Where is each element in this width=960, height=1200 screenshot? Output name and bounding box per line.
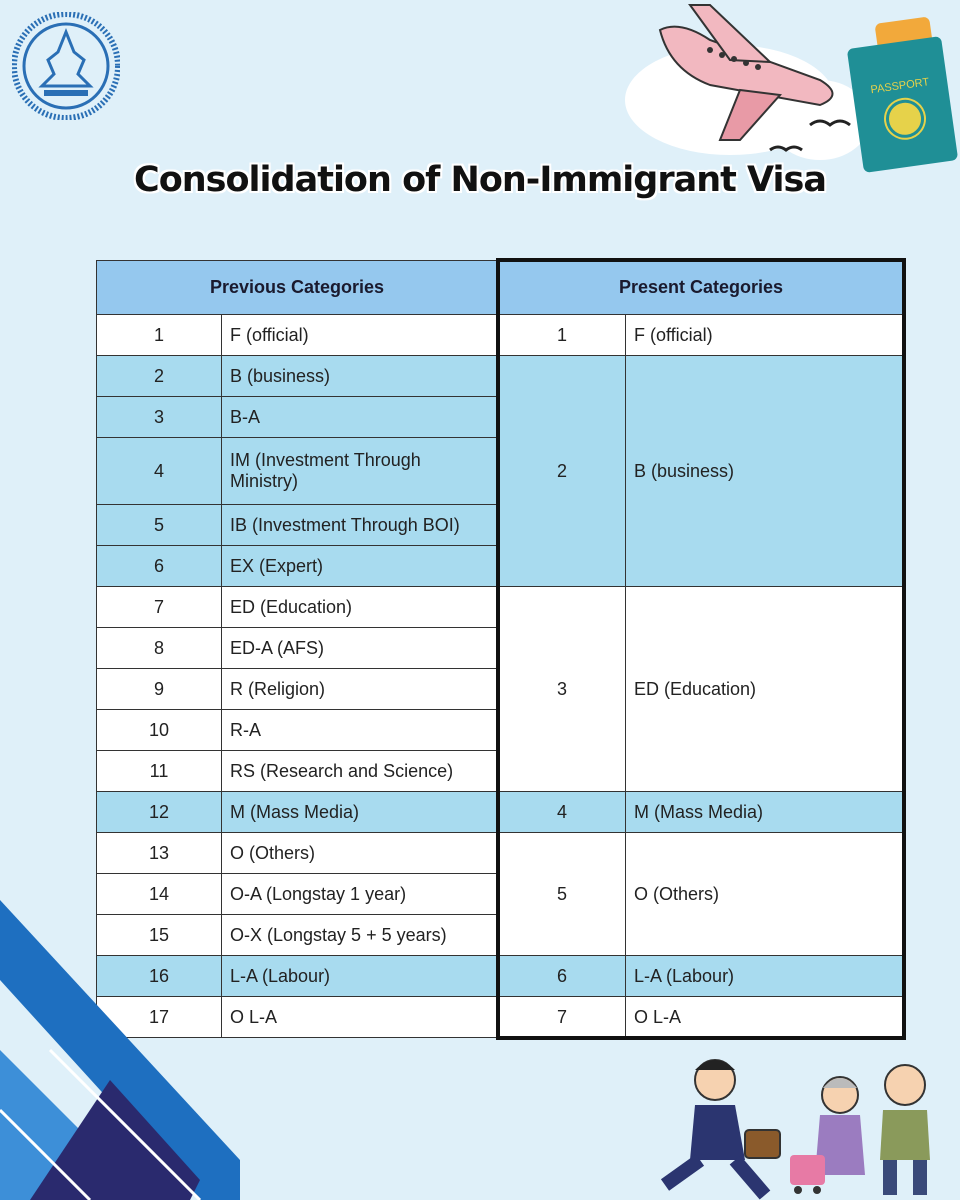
previous-category-row: 7 ED (Education) xyxy=(96,586,498,628)
row-number: 6 xyxy=(498,955,626,997)
visa-category: B (business) xyxy=(221,355,498,397)
previous-category-row: 3 B-A xyxy=(96,396,498,438)
visa-category: F (official) xyxy=(221,314,498,356)
visa-category: ED (Education) xyxy=(221,586,498,628)
row-number: 8 xyxy=(96,627,222,669)
row-number: 15 xyxy=(96,914,222,956)
passport-icon: PASSPORT xyxy=(846,16,959,174)
row-number: 4 xyxy=(498,791,626,833)
previous-category-row: 17 O L-A xyxy=(96,996,498,1038)
visa-category: O (Others) xyxy=(221,832,498,874)
visa-category: IB (Investment Through BOI) xyxy=(221,504,498,546)
row-number: 3 xyxy=(96,396,222,438)
previous-category-row: 5 IB (Investment Through BOI) xyxy=(96,504,498,546)
previous-category-row: 12 M (Mass Media) xyxy=(96,791,498,833)
visa-category: O L-A xyxy=(221,996,498,1038)
decorative-stripes xyxy=(0,900,240,1200)
row-number: 7 xyxy=(498,996,626,1038)
previous-category-row: 4 IM (Investment Through Ministry) xyxy=(96,437,498,505)
row-number: 1 xyxy=(498,314,626,356)
row-number: 12 xyxy=(96,791,222,833)
visa-category: F (official) xyxy=(625,314,904,356)
previous-categories-header: Previous Categories xyxy=(96,260,498,315)
visa-category: O (Others) xyxy=(625,832,904,956)
previous-category-row: 11 RS (Research and Science) xyxy=(96,750,498,792)
visa-category: O-X (Longstay 5 + 5 years) xyxy=(221,914,498,956)
visa-category: O-A (Longstay 1 year) xyxy=(221,873,498,915)
visa-category: IM (Investment Through Ministry) xyxy=(221,437,498,505)
visa-category: ED (Education) xyxy=(625,586,904,792)
present-category-row: 6 L-A (Labour) xyxy=(498,955,904,997)
visa-category: R (Religion) xyxy=(221,668,498,710)
row-number: 13 xyxy=(96,832,222,874)
row-number: 5 xyxy=(498,832,626,956)
previous-category-row: 10 R-A xyxy=(96,709,498,751)
row-number: 5 xyxy=(96,504,222,546)
airplane-illustration xyxy=(625,4,870,160)
row-number: 11 xyxy=(96,750,222,792)
visa-category: M (Mass Media) xyxy=(221,791,498,833)
row-number: 9 xyxy=(96,668,222,710)
present-category-row: 3 ED (Education) xyxy=(498,586,904,792)
row-number: 2 xyxy=(96,355,222,397)
visa-category: O L-A xyxy=(625,996,904,1038)
visa-category: EX (Expert) xyxy=(221,545,498,587)
passport-label: PASSPORT xyxy=(869,76,930,97)
visa-category: M (Mass Media) xyxy=(625,791,904,833)
previous-category-row: 13 O (Others) xyxy=(96,832,498,874)
visa-category: ED-A (AFS) xyxy=(221,627,498,669)
visa-category: R-A xyxy=(221,709,498,751)
previous-category-row: 8 ED-A (AFS) xyxy=(96,627,498,669)
row-number: 6 xyxy=(96,545,222,587)
visa-category: B-A xyxy=(221,396,498,438)
page-title: Consolidation of Non-Immigrant Visa xyxy=(134,160,827,200)
visa-category: L-A (Labour) xyxy=(221,955,498,997)
visa-category: L-A (Labour) xyxy=(625,955,904,997)
row-number: 1 xyxy=(96,314,222,356)
row-number: 3 xyxy=(498,586,626,792)
row-number: 4 xyxy=(96,437,222,505)
row-number: 14 xyxy=(96,873,222,915)
emblem-seal-icon xyxy=(12,12,120,120)
row-number: 10 xyxy=(96,709,222,751)
previous-category-row: 14 O-A (Longstay 1 year) xyxy=(96,873,498,915)
row-number: 2 xyxy=(498,355,626,587)
visa-category: B (business) xyxy=(625,355,904,587)
present-categories-header: Present Categories xyxy=(498,260,904,315)
row-number: 7 xyxy=(96,586,222,628)
previous-category-row: 15 O-X (Longstay 5 + 5 years) xyxy=(96,914,498,956)
people-illustration xyxy=(660,1059,930,1200)
visa-category: RS (Research and Science) xyxy=(221,750,498,792)
previous-category-row: 6 EX (Expert) xyxy=(96,545,498,587)
